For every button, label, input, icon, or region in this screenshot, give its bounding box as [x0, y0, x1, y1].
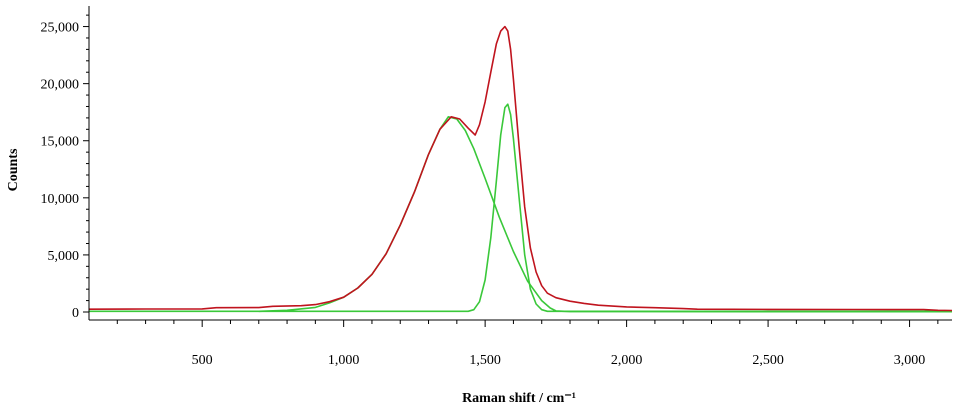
- y-tick-label: 25,000: [41, 21, 80, 36]
- tick-labels: 0 5,000 10,000 15,000 20,000 25,000 500 1,000 1,…: [41, 21, 926, 368]
- x-tick-label: 3,000: [894, 353, 926, 368]
- fitted-band-line-2: [89, 103, 952, 313]
- x-tick-label: 2,500: [752, 353, 784, 368]
- x-tick-label: 500: [192, 353, 213, 368]
- y-tick-label: 5,000: [48, 249, 80, 264]
- plot-lines: [88, 25, 953, 313]
- y-tick-label: 0: [72, 306, 79, 321]
- y-tick-label: 15,000: [41, 135, 80, 150]
- x-tick-label: 2,000: [611, 353, 643, 368]
- axes: [83, 6, 952, 327]
- x-axis-title: Raman shift / cm⁻¹: [462, 391, 576, 406]
- y-axis-title: Counts: [6, 148, 21, 191]
- x-tick-label: 1,000: [328, 353, 360, 368]
- measured-spectrum-line: [88, 25, 953, 312]
- y-tick-label: 10,000: [41, 192, 80, 207]
- y-tick-label: 20,000: [41, 78, 80, 93]
- x-tick-label: 1,500: [469, 353, 501, 368]
